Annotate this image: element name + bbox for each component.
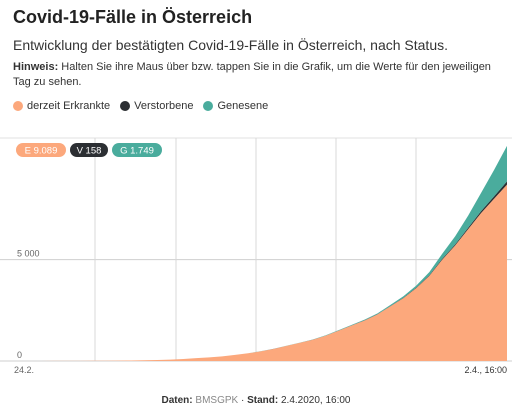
footer-data-source: BMSGPK bbox=[195, 395, 239, 406]
value-badge-label-2: G 1.749 bbox=[120, 146, 154, 157]
value-badge-bg-1 bbox=[70, 143, 108, 157]
value-badges: E 9.089 V 158 G 1.749 bbox=[16, 143, 162, 157]
value-badge-bg-0 bbox=[16, 143, 66, 157]
legend-item-verstorbene[interactable]: Verstorbene bbox=[120, 100, 193, 112]
legend-swatch-erkrankte bbox=[13, 101, 23, 111]
x-axis-ticks: 24.2. 2.4., 16:00 bbox=[14, 365, 507, 375]
value-badge-bg-2 bbox=[112, 143, 162, 157]
hint-text: Hinweis: Halten Sie ihre Maus über bzw. … bbox=[13, 60, 503, 90]
hint-body: Halten Sie ihre Maus über bzw. tappen Si… bbox=[13, 61, 491, 88]
y-axis-ticks: 0 5 000 bbox=[17, 249, 40, 360]
y-tick-label-0: 0 bbox=[17, 350, 22, 360]
chart-title: Covid-19-Fälle in Österreich bbox=[13, 7, 253, 27]
legend-item-erkrankte[interactable]: derzeit Erkrankte bbox=[13, 100, 110, 112]
legend-label-verstorbene: Verstorbene bbox=[134, 100, 194, 112]
footer-source: Daten: BMSGPK · Stand: 2.4.2020, 16:00 bbox=[0, 395, 512, 406]
area-series-0 bbox=[15, 184, 507, 361]
x-tick-label-0: 24.2. bbox=[14, 365, 34, 375]
value-badge-label-0: E 9.089 bbox=[25, 146, 58, 157]
value-badge-label-1: V 158 bbox=[77, 146, 102, 157]
chart-areas bbox=[15, 145, 507, 361]
legend-label-genesene: Genesene bbox=[217, 100, 269, 112]
legend-swatch-genesene bbox=[203, 101, 214, 111]
chart-subtitle: Entwicklung der bestätigten Covid-19-Fäl… bbox=[13, 37, 448, 53]
y-tick-label-1: 5 000 bbox=[17, 249, 40, 259]
footer-data-label: Daten: bbox=[161, 395, 193, 406]
footer-as-of-label: Stand: bbox=[247, 395, 279, 406]
legend-label-erkrankte: derzeit Erkrankte bbox=[27, 100, 111, 112]
footer-separator: · bbox=[238, 395, 248, 406]
legend: derzeit Erkrankte Verstorbene Genesene bbox=[13, 100, 268, 112]
footer-as-of-value: 2.4.2020, 16:00 bbox=[280, 395, 351, 406]
hint-label: Hinweis: bbox=[13, 61, 59, 73]
chart-plot-area[interactable]: 0 5 000 24.2. 2.4., 16:00 E 9.089 V 158 G 1.… bbox=[0, 130, 512, 380]
x-tick-label-1: 2.4., 16:00 bbox=[464, 365, 507, 375]
legend-swatch-verstorbene bbox=[120, 101, 131, 111]
legend-item-genesene[interactable]: Genesene bbox=[203, 100, 268, 112]
